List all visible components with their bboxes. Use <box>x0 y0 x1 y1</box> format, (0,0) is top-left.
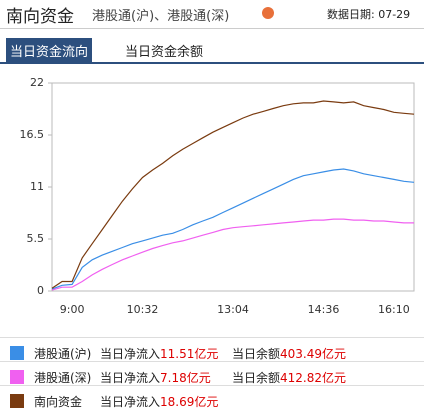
series-line <box>51 168 415 290</box>
legend-separator <box>0 337 424 338</box>
x-tick-label: 10:32 <box>127 303 159 316</box>
inflow: 当日净流入11.51亿元 <box>100 345 218 362</box>
series-line <box>51 100 415 289</box>
legend-name: 港股通(沪) <box>34 347 92 361</box>
inflow-value: 11.51 <box>160 347 195 361</box>
title: 南向资金 <box>6 7 74 27</box>
balance-value: 403.49 <box>280 347 323 361</box>
inflow-label: 当日净流入 <box>100 347 161 361</box>
x-tick-label: 9:00 <box>60 303 85 316</box>
inflow: 当日净流入7.18亿元 <box>100 369 211 386</box>
help-icon[interactable] <box>262 7 274 19</box>
plot-frame <box>51 82 415 292</box>
chart: 0 5.5 11 16.5 22 9:00 10:32 13:04 14:36 16:10 <box>20 76 415 316</box>
tab[interactable]: 当日资金余额 <box>125 45 204 60</box>
y-tick-label: 11 <box>30 180 44 193</box>
inflow-label: 当日净流入 <box>100 395 161 409</box>
y-tick-label: 0 <box>37 284 44 297</box>
inflow-value: 7.18 <box>160 371 187 385</box>
legend-swatch <box>10 346 24 360</box>
legend-swatch <box>10 394 24 408</box>
tab-underline <box>0 62 424 64</box>
balance-value: 412.82 <box>280 371 323 385</box>
inflow-label: 当日净流入 <box>100 371 161 385</box>
legend-name: 港股通(深) <box>34 371 92 385</box>
balance-label: 当日余额 <box>232 347 281 361</box>
balance-label: 当日余额 <box>232 371 281 385</box>
inflow-unit: 亿元 <box>194 347 219 361</box>
date: 07-29 <box>378 8 411 21</box>
series-line <box>51 218 414 291</box>
y-tick-label: 22 <box>30 76 44 89</box>
divider <box>0 28 424 29</box>
inflow: 当日净流入18.69亿元 <box>100 393 218 410</box>
balance-unit: 亿元 <box>322 371 347 385</box>
legend-separator <box>0 361 424 362</box>
balance: 当日余额412.82亿元 <box>232 369 346 386</box>
inflow-unit: 亿元 <box>186 371 211 385</box>
balance: 当日余额403.49亿元 <box>232 345 346 362</box>
date-label: 数据日期: 07-29 <box>327 6 410 22</box>
legend-swatch <box>10 370 24 384</box>
x-tick-label: 16:10 <box>378 303 410 316</box>
y-tick-label: 16.5 <box>20 128 45 141</box>
date-caption: 数据日期: <box>327 8 375 21</box>
x-tick-label: 13:04 <box>217 303 249 316</box>
balance-unit: 亿元 <box>322 347 347 361</box>
inflow-value: 18.69 <box>160 395 195 409</box>
x-tick-label: 14:36 <box>308 303 340 316</box>
tab-active[interactable]: 当日资金流向 <box>6 38 93 63</box>
subtitle: 港股通(沪)、港股通(深) <box>92 9 230 24</box>
y-tick-label: 5.5 <box>27 232 45 245</box>
legend-name: 南向资金 <box>34 395 83 409</box>
legend-separator <box>0 385 424 386</box>
inflow-unit: 亿元 <box>194 395 219 409</box>
